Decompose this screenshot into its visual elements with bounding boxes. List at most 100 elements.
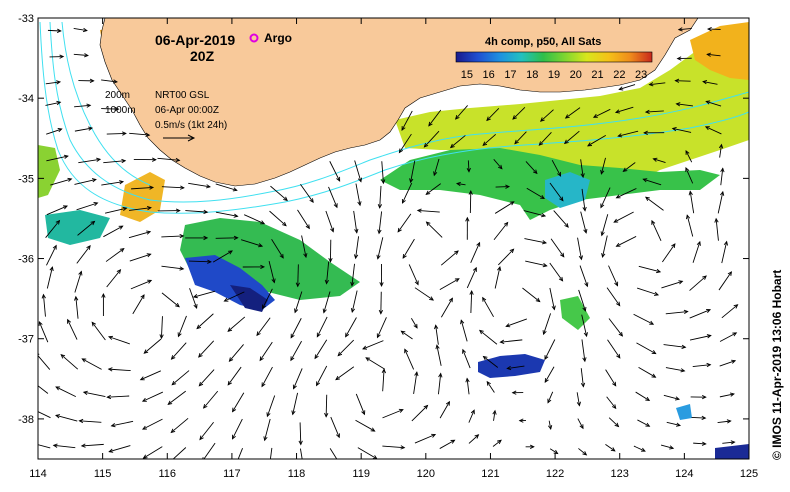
current-vector-arrowhead-icon [723,240,728,246]
current-vector-arrowhead-icon [465,216,470,222]
current-vector [378,211,383,234]
current-vector [74,271,82,293]
current-vector [605,443,616,452]
current-vector-arrowhead-icon [298,440,303,446]
current-vector-arrowhead-icon [260,220,266,225]
current-vector [314,339,328,359]
current-vector-arrowhead-icon [434,324,439,330]
current-vector [576,392,580,406]
current-vector-arrowhead-icon [468,190,473,195]
current-vector [227,366,242,386]
current-vector [410,318,418,329]
current-vector [663,344,686,348]
current-vector-arrowhead-icon [322,308,327,314]
current-vector-arrowhead-icon [233,235,239,241]
current-vector-arrowhead-icon [733,304,739,309]
legend-isobath-1000: 1000m [105,105,136,116]
current-vector-arrowhead-icon [532,169,538,175]
current-vector-arrowhead-icon [685,149,690,155]
current-vector-arrowhead-icon [335,433,340,439]
current-vector [131,186,154,190]
current-vector-arrowhead-icon [582,306,587,312]
current-vector-arrowhead-icon [361,410,366,416]
current-vector [721,304,738,319]
current-vector [492,439,502,447]
current-vector-arrowhead-icon [656,268,662,274]
current-vector [493,159,503,170]
current-vector [377,237,384,259]
current-vector-arrowhead-icon [614,281,619,287]
sst-patch-east-yellow [395,30,749,185]
current-vector [689,335,711,341]
current-vector-arrowhead-icon [114,106,120,112]
current-vector [189,288,198,309]
current-vector-arrowhead-icon [198,381,204,387]
current-vector-arrowhead-icon [610,447,616,452]
current-vector-arrowhead-icon [259,356,264,362]
current-vector-arrowhead-icon [279,253,284,259]
current-vector-arrowhead-icon [438,372,443,378]
current-vector-arrowhead-icon [74,295,79,301]
current-vector [544,339,556,360]
current-vector [129,253,151,262]
current-vector [262,288,273,309]
current-vector-arrowhead-icon [540,194,545,200]
current-vector [564,130,580,144]
current-vector [46,205,68,216]
current-vector [270,185,288,201]
current-vector-arrowhead-icon [93,202,99,207]
current-vector [74,104,91,108]
current-vector-arrowhead-icon [615,194,621,199]
lon-tick-label: 114 [29,468,47,480]
current-vector [103,160,126,164]
current-vector-arrowhead-icon [539,117,545,122]
current-vector-arrowhead-icon [116,269,122,274]
current-vector-arrowhead-icon [57,128,63,133]
current-vector-arrowhead-icon [232,187,238,192]
current-vector-arrowhead-icon [198,353,203,358]
current-vector-arrowhead-icon [704,126,710,131]
current-vector [703,81,718,85]
current-vector-arrowhead-icon [303,253,308,259]
current-vector-arrowhead-icon [397,227,402,233]
current-vector [46,266,53,289]
current-vector [316,316,328,337]
current-vector [316,365,328,386]
current-vector-arrowhead-icon [618,331,624,337]
current-vector [506,318,528,327]
current-vector-arrowhead-icon [688,190,693,196]
current-vector [685,150,693,163]
current-vector-arrowhead-icon [614,109,620,114]
current-vector [649,82,666,86]
current-vector-arrowhead-icon [350,308,356,314]
current-vector-arrowhead-icon [544,355,549,361]
current-vector-arrowhead-icon [353,254,359,260]
isobath-200m [49,21,749,203]
current-vector [325,394,328,417]
current-vector-arrowhead-icon [67,318,71,324]
current-vector [290,318,302,338]
current-vector [142,391,164,402]
current-vector [101,181,124,186]
current-vector [266,395,276,417]
current-vector-arrowhead-icon [651,373,657,378]
current-vector-arrowhead-icon [726,419,732,424]
current-vector [337,339,355,356]
current-vector [55,414,78,422]
current-vector-arrowhead-icon [542,240,548,245]
current-vector-arrowhead-icon [563,139,569,145]
sst-patch-se-cyan [676,404,692,420]
current-vector-arrowhead-icon [470,409,475,415]
current-vector [237,448,243,459]
current-vector-arrowhead-icon [428,121,433,127]
current-vector [653,158,666,163]
current-vector [399,133,412,153]
current-vector [593,108,611,118]
current-vector-arrowhead-icon [199,435,204,441]
current-vector [161,186,184,189]
current-vector-arrowhead-icon [122,206,128,212]
current-vector [685,167,694,184]
current-vector-arrowhead-icon [654,291,660,296]
current-vector [689,275,707,291]
current-vector [479,330,498,345]
